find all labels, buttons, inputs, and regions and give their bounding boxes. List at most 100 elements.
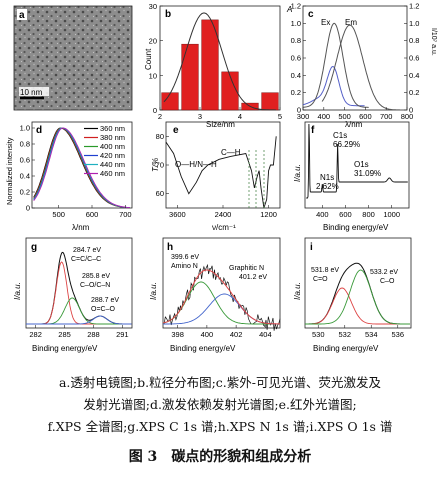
panel-d-ylabel: Normalized intensity xyxy=(5,137,14,205)
emission-curves xyxy=(33,127,130,209)
x-tick-label: 3 xyxy=(198,112,202,121)
panel-c-xlabel: λ/nm xyxy=(345,120,363,129)
panel-c-yticks-right: 0 0.2 0.4 0.6 0.8 1.0 1.2 xyxy=(404,2,419,115)
ann-c1s: C1s xyxy=(333,131,347,140)
panel-h-xticks: 398 400 402 404 xyxy=(171,325,272,339)
x-tick-label: 288 xyxy=(87,330,100,339)
panel-f-xlabel: Binding energy/eV xyxy=(323,223,389,232)
n1s-peak-1 xyxy=(162,281,280,325)
x-tick-label: 530 xyxy=(312,330,325,339)
n1s-raw xyxy=(162,263,281,331)
x-tick-label: 534 xyxy=(365,330,378,339)
panel-c-label: c xyxy=(308,9,314,20)
figure-panels: a 10 nm b 0 10 20 30 2 3 4 5 Count Size/nm c E… xyxy=(5,2,437,354)
x-tick-label: 500 xyxy=(338,112,351,121)
y-tick-right-label: 0.4 xyxy=(409,71,419,80)
panel-e: e C—H O—H/N—H 60 70 80 3600 2400 1200 T/% ν/… xyxy=(151,121,281,232)
x-tick-label: 291 xyxy=(116,330,129,339)
x-tick-label: 500 xyxy=(52,210,65,219)
x-tick-label: 404 xyxy=(259,330,272,339)
panel-h-ylabel: I/a.u. xyxy=(149,282,158,300)
g-ann3-species: O=C–O xyxy=(91,306,115,313)
caption-line-3: f.XPS 全谱图;g.XPS C 1s 谱;h.XPS N 1s 谱;i.XP… xyxy=(47,419,393,434)
y-tick-left-label: 0.6 xyxy=(291,54,301,63)
panel-a-label-bg xyxy=(17,9,27,20)
i-ann2-energy: 533.2 eV xyxy=(370,269,398,276)
panel-g: g 284.7 eV C=C/C–C 285.8 eV C–O/C–N 288.… xyxy=(13,237,133,353)
ann-n1s-pct: 2.62% xyxy=(316,182,339,191)
panel-h: h 399.6 eV Amino N Graphitic N 401.2 eV … xyxy=(149,237,281,353)
x-tick-label: 3600 xyxy=(169,210,186,219)
panel-i-xticks: 530 532 534 536 xyxy=(312,325,404,339)
panel-e-label: e xyxy=(173,125,179,136)
c1s-peak-3 xyxy=(26,315,132,325)
panel-b-xlabel: Size/nm xyxy=(206,120,235,129)
ann-oh: O—H/N—H xyxy=(175,160,217,169)
panel-b-label: b xyxy=(165,9,171,20)
panel-i-label: i xyxy=(310,242,313,253)
panel-e-xlabel: ν/cm⁻¹ xyxy=(212,223,236,232)
em-label: Em xyxy=(345,18,357,27)
x-tick-label: 282 xyxy=(29,330,42,339)
xps-survey-curve xyxy=(306,123,408,199)
panel-i-xlabel: Binding energy/eV xyxy=(313,344,379,353)
x-tick-label: 2 xyxy=(158,112,162,121)
i-ann1-energy: 531.8 eV xyxy=(311,267,339,274)
y-tick-label: 1.0 xyxy=(20,124,30,133)
panel-c-ylabel-left: A xyxy=(286,5,292,14)
y-tick-left-label: 1.0 xyxy=(291,19,301,28)
panel-g-xticks: 282 285 288 291 xyxy=(29,325,129,339)
o1s-peak-1 xyxy=(305,287,410,325)
n1s-envelope xyxy=(162,269,281,325)
panel-f: f C1s 66.29% O1s 31.09% N1s 2.62% 400 600… xyxy=(293,121,410,232)
figure-title-text: 碳点的形貌和组成分析 xyxy=(171,449,312,465)
ann-c1s-pct: 66.29% xyxy=(333,140,360,149)
panel-c-yticks-left: 0 0.2 0.4 0.6 0.8 1.0 1.2 xyxy=(291,2,306,115)
panel-a-label: a xyxy=(19,10,25,21)
g-ann3-energy: 288.7 eV xyxy=(91,297,119,304)
panel-g-xlabel: Binding energy/eV xyxy=(32,344,98,353)
scale-bar-label: 10 nm xyxy=(20,88,43,97)
panel-i: i 531.8 eV C=O 533.2 eV C–O 530 532 534 536… xyxy=(293,237,412,353)
panel-b-xticks: 2 3 4 5 xyxy=(158,107,282,121)
panel-f-ylabel: I/a.u. xyxy=(293,164,302,182)
c1s-peak-1 xyxy=(26,261,132,325)
y-tick-label: 20 xyxy=(149,37,157,46)
panel-h-label: h xyxy=(167,242,173,253)
x-tick-label: 800 xyxy=(401,112,414,121)
y-tick-left-label: 1.2 xyxy=(291,2,301,11)
panel-b-yticks: 0 10 20 30 xyxy=(149,2,163,115)
o1s-peak-2 xyxy=(305,269,410,325)
histogram-bar xyxy=(201,19,219,111)
emission-curve xyxy=(33,127,130,209)
y-tick-label: 30 xyxy=(149,2,157,11)
ann-ch: C—H xyxy=(221,148,241,157)
panel-c-ylabel-right: I/10⁷ a.u. xyxy=(430,28,437,56)
histogram-bar xyxy=(261,92,279,111)
legend-entry: 420 nm xyxy=(100,151,125,160)
ann-n1s: N1s xyxy=(320,173,334,182)
panel-d-label: d xyxy=(36,125,42,136)
panel-a: a 10 nm xyxy=(13,5,133,111)
histogram-bars xyxy=(161,19,279,111)
y-tick-right-label: 0.8 xyxy=(409,36,419,45)
panel-i-frame xyxy=(304,237,412,329)
x-tick-label: 700 xyxy=(380,112,393,121)
ftir-curve xyxy=(165,136,277,209)
absorbance-curve xyxy=(302,65,365,107)
i-ann2-species: C–O xyxy=(380,278,395,285)
ex-label: Ex xyxy=(321,18,330,27)
x-tick-label: 400 xyxy=(318,112,331,121)
emission-curve xyxy=(321,24,407,111)
y-tick-left-label: 0.2 xyxy=(291,88,301,97)
x-tick-label: 300 xyxy=(297,112,310,121)
y-tick-left-label: 0.8 xyxy=(291,36,301,45)
histogram-bar xyxy=(221,71,239,111)
g-ann1-energy: 284.7 eV xyxy=(73,247,101,254)
legend-entry: 360 nm xyxy=(100,124,125,133)
x-tick-label: 1000 xyxy=(383,210,400,219)
y-tick-label: 0.8 xyxy=(20,140,30,149)
legend-entry: 460 nm xyxy=(100,169,125,178)
